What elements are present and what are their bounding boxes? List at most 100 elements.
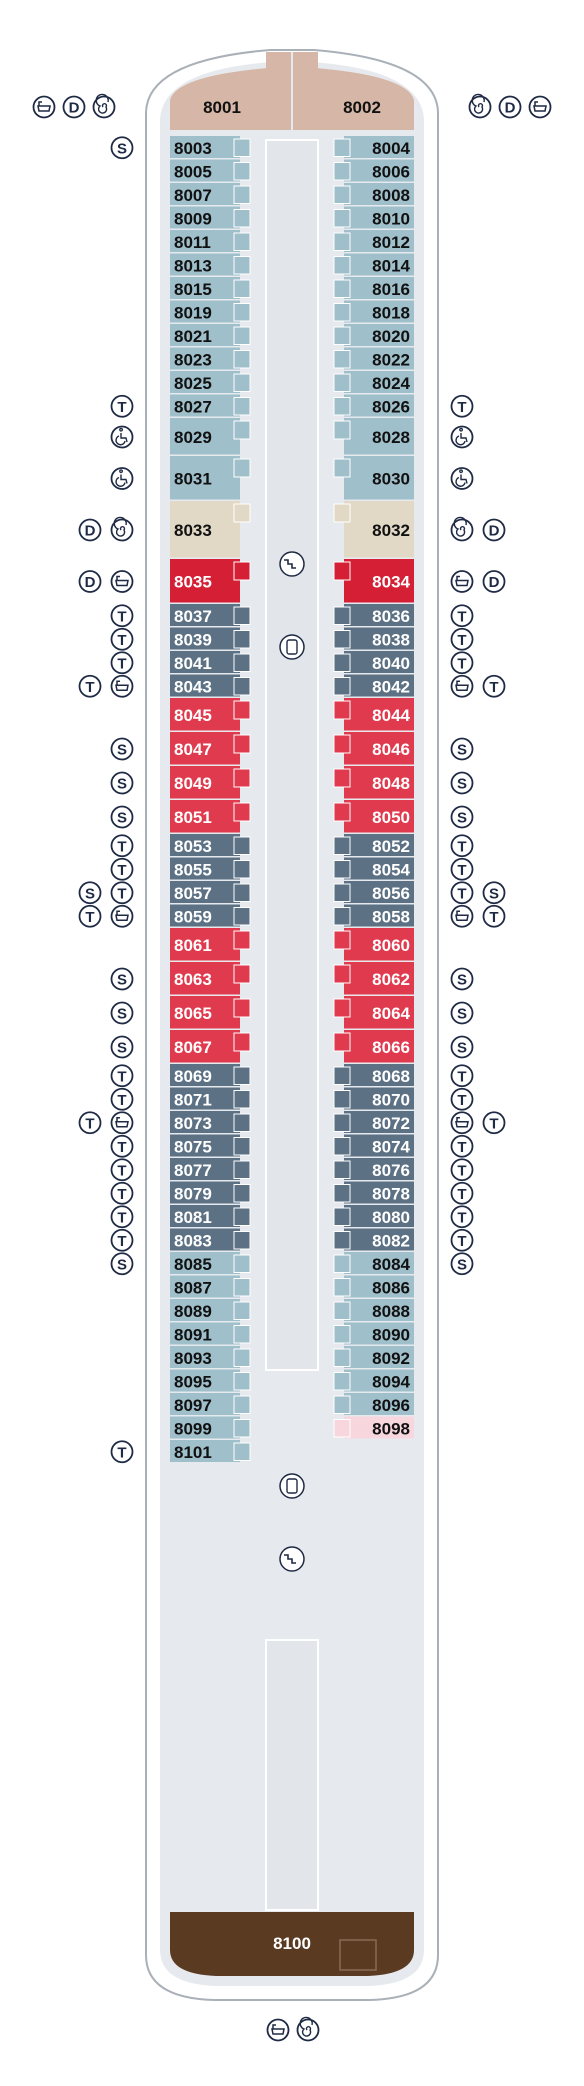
cabin-8090[interactable]: 8090 xyxy=(333,1322,414,1345)
cabin-8084[interactable]: 8084 xyxy=(333,1252,414,1274)
cabin-8019[interactable]: 8019 xyxy=(170,300,251,323)
cabin-8007[interactable]: 8007 xyxy=(170,183,251,205)
cabin-8099[interactable]: 8099 xyxy=(170,1416,251,1439)
cabin-8020[interactable]: 8020 xyxy=(333,324,414,346)
cabin-8063[interactable]: 8063 xyxy=(170,962,251,995)
cabin-8056[interactable]: 8056 xyxy=(333,881,414,903)
cabin-8088[interactable]: 8088 xyxy=(333,1299,414,1321)
cabin-8054[interactable]: 8054 xyxy=(333,857,414,880)
cabin-8076[interactable]: 8076 xyxy=(333,1158,414,1180)
cabin-8085[interactable]: 8085 xyxy=(170,1252,251,1274)
cabin-8062[interactable]: 8062 xyxy=(333,962,414,995)
cabin-8040[interactable]: 8040 xyxy=(333,651,414,673)
cabin-8091[interactable]: 8091 xyxy=(170,1322,251,1345)
cabin-8071[interactable]: 8071 xyxy=(170,1087,251,1110)
cabin-8051[interactable]: 8051 xyxy=(170,800,251,833)
cabin-8087[interactable]: 8087 xyxy=(170,1275,251,1298)
cabin-8028[interactable]: 8028 xyxy=(333,418,414,455)
cabin-8033[interactable]: 8033 xyxy=(170,501,251,558)
cabin-8027[interactable]: 8027 xyxy=(170,394,251,417)
cabin-8081[interactable]: 8081 xyxy=(170,1205,251,1227)
cabin-8066[interactable]: 8066 xyxy=(333,1030,414,1063)
cabin-8011[interactable]: 8011 xyxy=(170,230,251,252)
cabin-8069[interactable]: 8069 xyxy=(170,1064,251,1086)
cabin-8015[interactable]: 8015 xyxy=(170,277,251,299)
cabin-8055[interactable]: 8055 xyxy=(170,857,251,880)
cabin-8079[interactable]: 8079 xyxy=(170,1181,251,1204)
cabin-8023[interactable]: 8023 xyxy=(170,347,251,370)
cabin-8025[interactable]: 8025 xyxy=(170,371,251,393)
cabin-8072[interactable]: 8072 xyxy=(333,1111,414,1133)
cabin-8034[interactable]: 8034 xyxy=(333,559,414,603)
cabin-8037[interactable]: 8037 xyxy=(170,604,251,626)
cabin-8035[interactable]: 8035 xyxy=(170,559,251,603)
cabin-8068[interactable]: 8068 xyxy=(333,1064,414,1086)
cabin-8075[interactable]: 8075 xyxy=(170,1134,251,1157)
cabin-8012[interactable]: 8012 xyxy=(333,230,414,252)
cabin-8029[interactable]: 8029 xyxy=(170,418,251,455)
cabin-8045[interactable]: 8045 xyxy=(170,698,251,731)
cabin-8018[interactable]: 8018 xyxy=(333,300,414,323)
cabin-8052[interactable]: 8052 xyxy=(333,834,414,856)
cabin-8093[interactable]: 8093 xyxy=(170,1346,251,1368)
suite-8002[interactable] xyxy=(292,68,414,130)
suite-8001[interactable] xyxy=(170,68,292,130)
cabin-8053[interactable]: 8053 xyxy=(170,834,251,856)
cabin-8009[interactable]: 8009 xyxy=(170,206,251,229)
cabin-8067[interactable]: 8067 xyxy=(170,1030,251,1063)
suite-8100[interactable] xyxy=(170,1912,414,1976)
cabin-8074[interactable]: 8074 xyxy=(333,1134,414,1157)
cabin-8014[interactable]: 8014 xyxy=(333,253,414,276)
cabin-8078[interactable]: 8078 xyxy=(333,1181,414,1204)
cabin-8041[interactable]: 8041 xyxy=(170,651,251,673)
cabin-8038[interactable]: 8038 xyxy=(333,627,414,650)
cabin-8042[interactable]: 8042 xyxy=(333,674,414,697)
cabin-8059[interactable]: 8059 xyxy=(170,904,251,927)
cabin-8082[interactable]: 8082 xyxy=(333,1228,414,1251)
cabin-8097[interactable]: 8097 xyxy=(170,1393,251,1415)
cabin-8047[interactable]: 8047 xyxy=(170,732,251,765)
cabin-8061[interactable]: 8061 xyxy=(170,928,251,961)
cabin-8048[interactable]: 8048 xyxy=(333,766,414,799)
cabin-8003[interactable]: 8003 xyxy=(170,136,251,158)
cabin-8016[interactable]: 8016 xyxy=(333,277,414,299)
cabin-8089[interactable]: 8089 xyxy=(170,1299,251,1321)
cabin-8101[interactable]: 8101 xyxy=(170,1440,251,1462)
cabin-8044[interactable]: 8044 xyxy=(333,698,414,731)
cabin-8073[interactable]: 8073 xyxy=(170,1111,251,1133)
cabin-8013[interactable]: 8013 xyxy=(170,253,251,276)
cabin-8024[interactable]: 8024 xyxy=(333,371,414,393)
cabin-8060[interactable]: 8060 xyxy=(333,928,414,961)
cabin-8070[interactable]: 8070 xyxy=(333,1087,414,1110)
cabin-8004[interactable]: 8004 xyxy=(333,136,414,158)
cabin-8049[interactable]: 8049 xyxy=(170,766,251,799)
cabin-8036[interactable]: 8036 xyxy=(333,604,414,626)
cabin-8030[interactable]: 8030 xyxy=(333,456,414,500)
cabin-8010[interactable]: 8010 xyxy=(333,206,414,229)
cabin-8077[interactable]: 8077 xyxy=(170,1158,251,1180)
cabin-8043[interactable]: 8043 xyxy=(170,674,251,697)
cabin-8050[interactable]: 8050 xyxy=(333,800,414,833)
cabin-8064[interactable]: 8064 xyxy=(333,996,414,1029)
cabin-8096[interactable]: 8096 xyxy=(333,1393,414,1415)
cabin-8080[interactable]: 8080 xyxy=(333,1205,414,1227)
cabin-8057[interactable]: 8057 xyxy=(170,881,251,903)
cabin-8092[interactable]: 8092 xyxy=(333,1346,414,1368)
cabin-8039[interactable]: 8039 xyxy=(170,627,251,650)
cabin-8046[interactable]: 8046 xyxy=(333,732,414,765)
cabin-8094[interactable]: 8094 xyxy=(333,1369,414,1392)
cabin-8021[interactable]: 8021 xyxy=(170,324,251,346)
cabin-8058[interactable]: 8058 xyxy=(333,904,414,927)
cabin-8006[interactable]: 8006 xyxy=(333,159,414,182)
cabin-8098[interactable]: 8098 xyxy=(333,1416,414,1439)
cabin-8031[interactable]: 8031 xyxy=(170,456,251,500)
cabin-8008[interactable]: 8008 xyxy=(333,183,414,205)
cabin-8032[interactable]: 8032 xyxy=(333,501,414,558)
cabin-8022[interactable]: 8022 xyxy=(333,347,414,370)
cabin-8065[interactable]: 8065 xyxy=(170,996,251,1029)
cabin-8026[interactable]: 8026 xyxy=(333,394,414,417)
cabin-8086[interactable]: 8086 xyxy=(333,1275,414,1298)
cabin-8005[interactable]: 8005 xyxy=(170,159,251,182)
cabin-8083[interactable]: 8083 xyxy=(170,1228,251,1251)
cabin-8095[interactable]: 8095 xyxy=(170,1369,251,1392)
